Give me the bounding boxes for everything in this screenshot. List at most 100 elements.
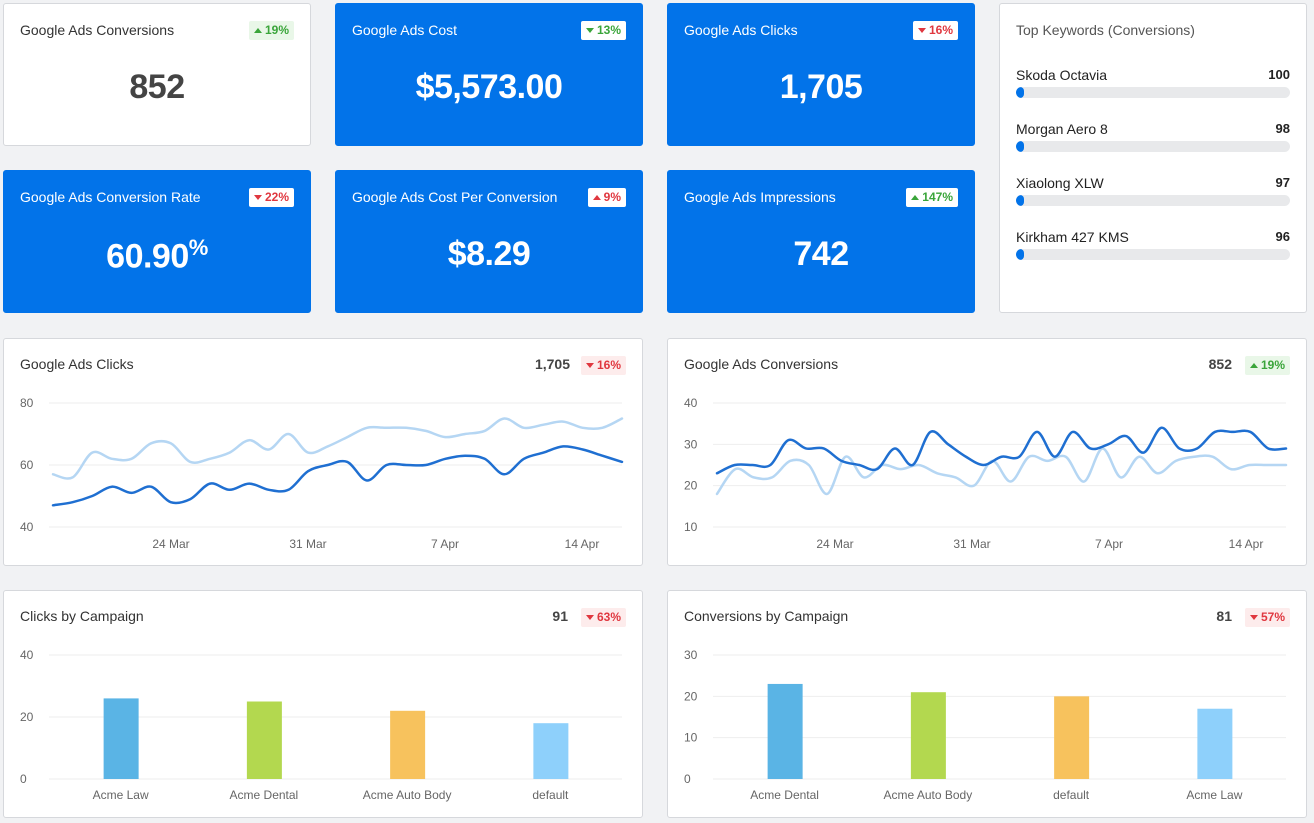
keyword-name: Morgan Aero 8 bbox=[1016, 121, 1108, 137]
kpi-card-impressions[interactable]: Google Ads Impressions 147% 742 bbox=[667, 170, 975, 313]
x-category-label: Acme Dental bbox=[750, 788, 819, 802]
top-keywords-title: Top Keywords (Conversions) bbox=[1016, 22, 1195, 38]
delta-badge: 147% bbox=[906, 188, 958, 207]
bar bbox=[1054, 696, 1090, 779]
delta-badge: 16% bbox=[580, 356, 626, 375]
y-tick-label: 20 bbox=[684, 479, 698, 493]
clicks-by-campaign-card[interactable]: Clicks by Campaign 91 63% 0 20 40 Acme Law A… bbox=[3, 590, 643, 818]
kpi-value: $8.29 bbox=[447, 235, 531, 273]
series-line-previous bbox=[715, 447, 1288, 496]
kpi-value: 60.90% bbox=[106, 235, 208, 276]
keyword-value: 100 bbox=[1268, 67, 1290, 82]
y-tick-label: 10 bbox=[684, 520, 698, 534]
bar bbox=[390, 710, 426, 779]
keyword-value: 97 bbox=[1275, 175, 1290, 190]
x-tick-label: 14 Apr bbox=[565, 537, 600, 551]
keyword-bar-fill bbox=[1016, 141, 1025, 152]
chart-title: Google Ads Clicks bbox=[20, 356, 134, 372]
top-keywords-card[interactable]: Top Keywords (Conversions) Skoda Octavia… bbox=[999, 3, 1307, 313]
y-tick-label: 20 bbox=[20, 710, 34, 724]
delta-badge: 19% bbox=[248, 21, 294, 40]
keyword-name: Kirkham 427 KMS bbox=[1016, 229, 1129, 245]
kpi-card-conversions[interactable]: Google Ads Conversions 19% 852 bbox=[3, 3, 311, 146]
arrow-down-icon bbox=[585, 363, 594, 368]
x-tick-label: 24 Mar bbox=[152, 537, 189, 551]
x-tick-label: 14 Apr bbox=[1229, 537, 1264, 551]
bar bbox=[1197, 708, 1233, 779]
x-tick-label: 31 Mar bbox=[289, 537, 326, 551]
delta-badge: 9% bbox=[587, 188, 626, 207]
keyword-name: Xiaolong XLW bbox=[1016, 175, 1104, 191]
keyword-bar-fill bbox=[1016, 249, 1025, 260]
arrow-up-icon bbox=[1249, 363, 1258, 368]
arrow-up-icon bbox=[911, 195, 920, 200]
keyword-item: Skoda Octavia 100 bbox=[1016, 67, 1290, 107]
bar bbox=[103, 698, 139, 779]
keyword-bar-track bbox=[1016, 87, 1290, 98]
arrow-up-icon bbox=[592, 195, 601, 200]
kpi-title: Google Ads Clicks bbox=[684, 22, 798, 38]
series-line-current bbox=[51, 445, 624, 507]
keyword-bar-track bbox=[1016, 249, 1290, 260]
arrow-down-icon bbox=[1249, 615, 1258, 620]
x-category-label: default bbox=[1053, 788, 1090, 802]
x-tick-label: 31 Mar bbox=[953, 537, 990, 551]
kpi-value: 1,705 bbox=[779, 68, 863, 106]
chart-total: 1,705 bbox=[534, 356, 570, 372]
kpi-card-conversion-rate[interactable]: Google Ads Conversion Rate 22% 60.90% bbox=[3, 170, 311, 313]
bar bbox=[910, 692, 946, 779]
keyword-item: Morgan Aero 8 98 bbox=[1016, 121, 1290, 161]
y-tick-label: 0 bbox=[20, 772, 27, 786]
delta-badge: 63% bbox=[580, 608, 626, 627]
y-tick-label: 40 bbox=[684, 396, 698, 410]
y-tick-label: 40 bbox=[20, 520, 34, 534]
kpi-value: 852 bbox=[129, 68, 185, 106]
conversions-by-campaign-card[interactable]: Conversions by Campaign 81 57% 0 10 20 30 Ac… bbox=[667, 590, 1307, 818]
delta-badge: 19% bbox=[1244, 356, 1290, 375]
y-tick-label: 40 bbox=[20, 648, 34, 662]
x-tick-label: 7 Apr bbox=[431, 537, 459, 551]
x-tick-label: 24 Mar bbox=[816, 537, 853, 551]
keyword-bar-fill bbox=[1016, 195, 1025, 206]
bar bbox=[533, 723, 569, 779]
y-tick-label: 10 bbox=[684, 731, 698, 745]
chart-title: Conversions by Campaign bbox=[684, 608, 849, 624]
keyword-bar-track bbox=[1016, 141, 1290, 152]
arrow-down-icon bbox=[585, 28, 594, 33]
chart-total: 852 bbox=[1208, 356, 1232, 372]
chart-total: 91 bbox=[552, 608, 568, 624]
y-tick-label: 60 bbox=[20, 458, 34, 472]
keyword-value: 98 bbox=[1275, 121, 1290, 136]
keyword-item: Kirkham 427 KMS 96 bbox=[1016, 229, 1290, 269]
arrow-down-icon bbox=[253, 195, 262, 200]
clicks-by-campaign-chart: 0 20 40 Acme Law Acme Dental Acme Auto Body de… bbox=[20, 648, 622, 802]
x-category-label: default bbox=[532, 788, 569, 802]
clicks-line-chart: 40 60 80 24 Mar 31 Mar 7 Apr 14 Apr bbox=[20, 396, 624, 551]
bar bbox=[767, 683, 803, 779]
chart-title: Google Ads Conversions bbox=[684, 356, 839, 372]
kpi-title: Google Ads Conversions bbox=[20, 22, 175, 38]
kpi-card-cost[interactable]: Google Ads Cost 13% $5,573.00 bbox=[335, 3, 643, 146]
kpi-value: $5,573.00 bbox=[415, 68, 563, 106]
keyword-bar-fill bbox=[1016, 87, 1025, 98]
keyword-bar-track bbox=[1016, 195, 1290, 206]
series-line-current bbox=[715, 426, 1288, 475]
keyword-name: Skoda Octavia bbox=[1016, 67, 1108, 83]
x-category-label: Acme Auto Body bbox=[363, 788, 452, 802]
conversions-line-chart-card[interactable]: Google Ads Conversions 852 19% 10 20 30 40 2… bbox=[667, 338, 1307, 566]
conversions-by-campaign-chart: 0 10 20 30 Acme Dental Acme Auto Body default A… bbox=[684, 648, 1286, 802]
keyword-item: Xiaolong XLW 97 bbox=[1016, 175, 1290, 215]
conversions-line-chart: 10 20 30 40 24 Mar 31 Mar 7 Apr 14 Apr bbox=[684, 396, 1288, 551]
series-line-previous bbox=[51, 417, 624, 480]
delta-badge: 22% bbox=[248, 188, 294, 207]
y-tick-label: 0 bbox=[684, 772, 691, 786]
y-tick-label: 30 bbox=[684, 437, 698, 451]
arrow-down-icon bbox=[917, 28, 926, 33]
clicks-line-chart-card[interactable]: Google Ads Clicks 1,705 16% 40 60 80 24 Mar… bbox=[3, 338, 643, 566]
arrow-up-icon bbox=[253, 28, 262, 33]
kpi-card-cost-per-conversion[interactable]: Google Ads Cost Per Conversion 9% $8.29 bbox=[335, 170, 643, 313]
delta-badge: 57% bbox=[1244, 608, 1290, 627]
chart-total: 81 bbox=[1216, 608, 1232, 624]
kpi-card-clicks[interactable]: Google Ads Clicks 16% 1,705 bbox=[667, 3, 975, 146]
kpi-title: Google Ads Conversion Rate bbox=[20, 189, 201, 205]
